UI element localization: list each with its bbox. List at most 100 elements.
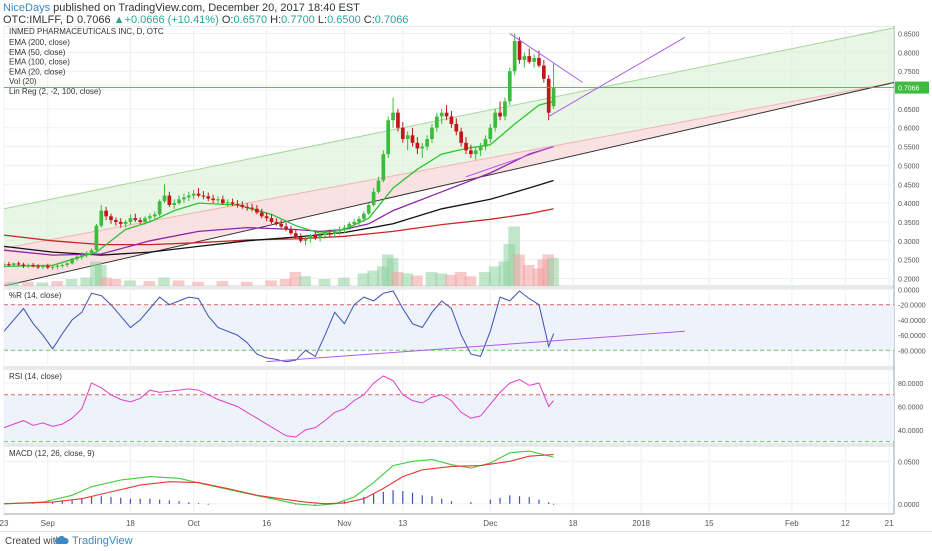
x-tick-label: Oct: [187, 519, 200, 528]
y-tick-label: 0.6000: [898, 126, 920, 133]
volume-bar: [425, 272, 438, 286]
volume-bar: [391, 272, 404, 286]
candle-body: [182, 197, 186, 200]
candle-body: [11, 263, 16, 265]
volume-bar: [464, 276, 477, 286]
volume-bar: [454, 272, 467, 286]
candle-body: [109, 216, 113, 221]
candle-body: [279, 223, 284, 227]
volume-bar: [289, 272, 302, 286]
x-tick-label: 12: [841, 519, 850, 528]
ema50-line: [4, 145, 554, 256]
volume-bar: [143, 281, 156, 286]
price-value: 0.7066: [76, 14, 111, 26]
ema200-line: [4, 208, 554, 246]
y-tick-label: 0.8500: [898, 32, 920, 39]
price-axis: [894, 26, 932, 514]
volume-bar: [357, 273, 370, 286]
candle-body: [201, 195, 206, 197]
candle-body: [303, 238, 308, 241]
y-tick-label: 0.3000: [898, 239, 920, 246]
legend-entry: EMA (20, close): [9, 67, 66, 76]
last-price-label: 0.7066: [898, 86, 920, 93]
candle-body: [177, 199, 181, 204]
candle-body: [313, 235, 318, 238]
candle-body: [454, 123, 459, 132]
candle-body: [36, 266, 40, 268]
close-label: C:: [363, 14, 375, 26]
candle-body: [269, 218, 274, 222]
y-tick-label: 0.0000: [898, 288, 920, 295]
tradingview-cloud-icon: [55, 536, 69, 544]
candle-body: [31, 264, 36, 267]
candle-body: [4, 264, 6, 266]
quote-line: OTC:IMLFF, D 0.7066 ▲+0.0666 (+10.41%) O…: [3, 14, 408, 26]
candle-body: [206, 196, 211, 199]
volume-bar: [547, 258, 559, 286]
y-tick-label: -20.0000: [898, 303, 926, 310]
candle-body: [352, 221, 357, 224]
candle-body: [293, 233, 298, 238]
legend-entry: EMA (50, close): [9, 48, 66, 57]
pane-3: [3, 445, 895, 515]
candle-body: [186, 195, 191, 198]
candle-body: [75, 256, 79, 259]
candle-body: [469, 150, 473, 155]
candle-body: [439, 112, 444, 117]
candle-body: [425, 139, 429, 147]
tradingview-brand-link[interactable]: TradingView: [72, 535, 133, 547]
candle-body: [60, 264, 65, 266]
indicator-title: MACD (12, 26, close, 9): [9, 449, 95, 458]
x-tick-label: 16: [262, 519, 271, 528]
x-tick-label: 18: [126, 519, 135, 528]
y-tick-label: 0.0500: [898, 459, 920, 466]
candle-body: [65, 263, 70, 265]
y-tick-label: 0.5000: [898, 163, 920, 170]
x-tick-label: Dec: [483, 519, 497, 528]
volume-bar: [513, 254, 525, 286]
candle-body: [551, 87, 556, 107]
volume-bar: [411, 275, 423, 286]
pane-group-3: [4, 450, 894, 507]
x-tick-label: 18: [569, 519, 578, 528]
candle-body: [216, 199, 220, 201]
candle-body: [26, 264, 31, 266]
candle-body: [264, 216, 269, 219]
trend-line: [509, 33, 584, 83]
candle-body: [104, 210, 108, 217]
candle-body: [420, 146, 425, 149]
legend-entry: Lin Reg (2, -2, 100, close): [9, 87, 101, 96]
trend-line: [548, 36, 686, 117]
y-tick-label: 40.0000: [898, 428, 923, 435]
author-link[interactable]: NiceDays: [3, 2, 51, 14]
volume-bar: [192, 281, 204, 286]
volume-bar: [124, 280, 136, 286]
chart-canvas[interactable]: 23 Sep 18 Oct 16 Nov 13 Dec 18 2018 15 Feb 12 21 0.850…: [0, 26, 932, 531]
candle-body: [400, 127, 405, 140]
candle-body: [133, 218, 138, 221]
candle-body: [41, 266, 45, 268]
candle-body: [245, 206, 250, 208]
candle-body: [123, 221, 128, 224]
candle-body: [308, 235, 313, 239]
high-label: H:: [270, 14, 282, 26]
candle-body: [157, 201, 162, 215]
candle-body: [327, 233, 332, 235]
published-text: published on TradingView.com, December 2…: [53, 2, 360, 14]
indicator-title: RSI (14, close): [9, 372, 62, 381]
candle-body: [405, 135, 410, 140]
candle-body: [7, 264, 11, 266]
x-tick-label: 21: [885, 519, 894, 528]
candle-body: [79, 255, 84, 257]
change-value: +0.0666 (+10.41%): [124, 14, 219, 26]
close-value: 0.7066: [374, 14, 409, 26]
x-tick-label: 15: [705, 519, 714, 528]
open-label: O:: [221, 14, 234, 26]
linreg-upper-fill: [4, 27, 894, 249]
up-arrow-icon: ▲: [113, 14, 125, 26]
candle-body: [84, 252, 89, 256]
candle-body: [386, 120, 391, 155]
candle-body: [94, 225, 99, 251]
x-tick-label: 23: [0, 519, 9, 528]
candle-body: [522, 56, 527, 60]
